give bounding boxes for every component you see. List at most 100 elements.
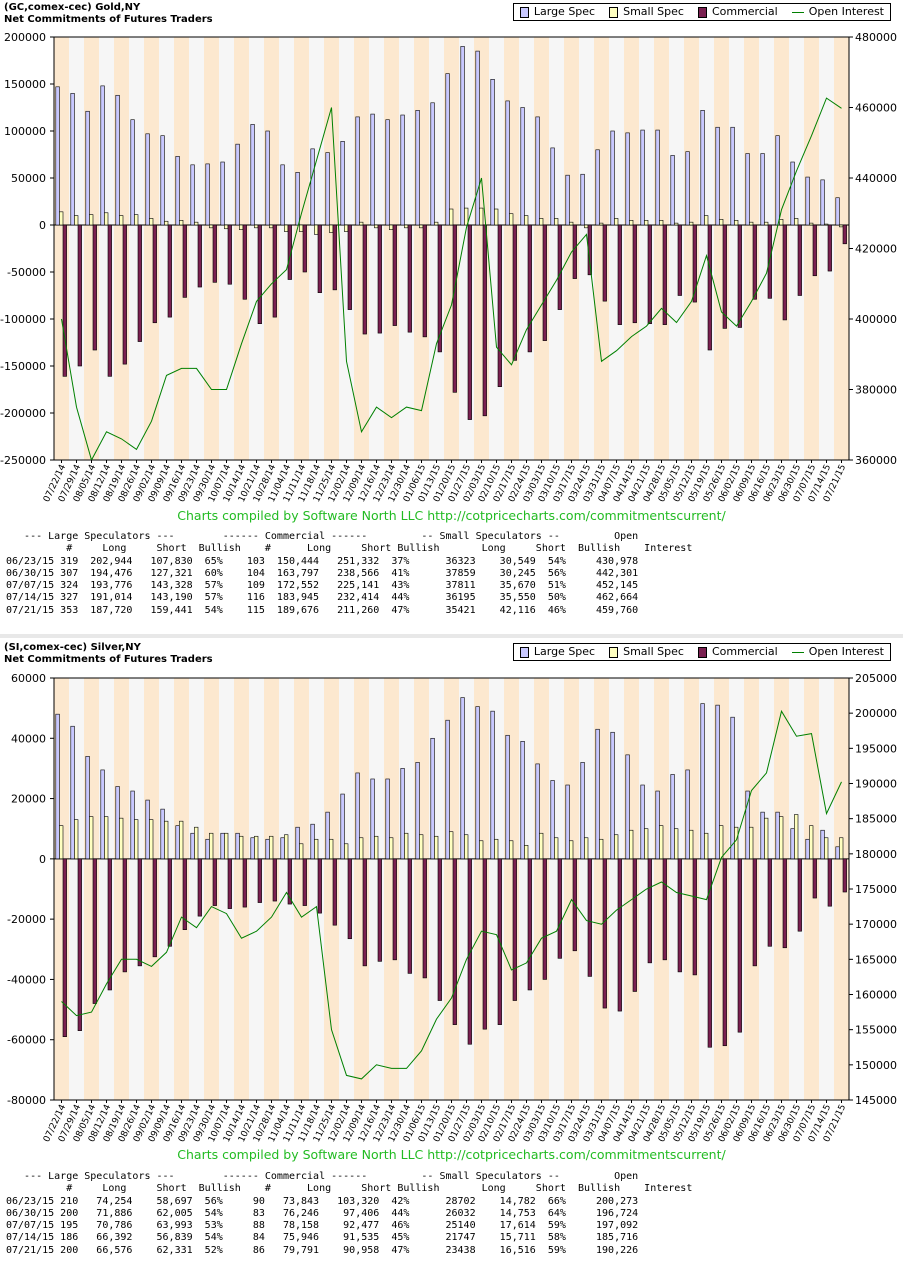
commercial-bar — [767, 858, 772, 947]
large-spec-bar — [115, 94, 120, 226]
commercial-bar — [812, 224, 817, 277]
small-spec-bar — [524, 215, 529, 226]
large-spec-bar — [655, 790, 660, 860]
commercial-bar — [257, 858, 262, 903]
small-spec-bar — [554, 837, 559, 860]
small-spec-bar — [674, 222, 679, 226]
small-spec-bar — [734, 826, 739, 860]
large-spec-bar — [265, 838, 270, 860]
large-spec-bar — [415, 110, 420, 226]
silver-table-row: 06/23/15 210 74,254 58,697 56% 90 73,843… — [6, 1195, 639, 1207]
commercial-bar — [827, 858, 832, 907]
small-spec-bar — [809, 222, 814, 226]
small-spec-bar — [389, 837, 394, 860]
week-band — [129, 678, 144, 1100]
small-spec-bar — [779, 219, 784, 226]
y-tick-label: 20000 — [11, 793, 46, 806]
gold-title-line2: Net Commitments of Futures Traders — [4, 14, 213, 25]
commercial-bar — [62, 224, 67, 377]
small-spec-bar — [224, 832, 229, 860]
small-spec-bar — [824, 223, 829, 226]
small-spec-bar — [119, 215, 124, 226]
y-tick-label: -20000 — [7, 913, 46, 926]
small-spec-swatch-icon — [609, 6, 619, 18]
y2-tick-label: 190000 — [855, 778, 897, 791]
gold-legend: Large Spec Small Spec Commercial Open In… — [512, 3, 891, 21]
large-spec-bar — [250, 837, 255, 860]
commercial-bar — [302, 858, 307, 906]
large-spec-bar — [205, 163, 210, 226]
small-spec-bar — [689, 221, 694, 226]
small-spec-bar — [494, 838, 499, 860]
small-spec-bar — [254, 835, 259, 860]
legend-small-spec-label: Small Spec — [623, 645, 684, 658]
commercial-bar — [362, 858, 367, 967]
small-spec-bar — [404, 832, 409, 860]
commercial-bar — [347, 224, 352, 310]
commercial-bar — [707, 858, 712, 1048]
small-spec-bar — [434, 221, 439, 226]
small-spec-bar — [269, 224, 274, 229]
small-spec-bar — [464, 834, 469, 860]
y-tick-label: -100000 — [0, 313, 46, 326]
small-spec-bar — [134, 819, 139, 860]
small-spec-bar — [314, 224, 319, 235]
legend-open-interest: Open Interest — [791, 645, 884, 659]
commercial-bar — [692, 224, 697, 303]
small-spec-bar — [149, 218, 154, 226]
commercial-bar — [257, 224, 262, 324]
large-spec-bar — [835, 197, 840, 226]
week-band — [819, 678, 834, 1100]
commercial-bar — [647, 858, 652, 964]
large-spec-bar — [835, 846, 840, 860]
small-spec-bar — [734, 220, 739, 226]
commercial-bar — [152, 858, 157, 958]
small-spec-bar — [704, 832, 709, 860]
week-band — [789, 37, 804, 460]
commercial-bar — [317, 858, 322, 914]
small-spec-bar — [344, 224, 349, 232]
large-spec-bar — [130, 119, 135, 226]
small-spec-bar — [179, 820, 184, 860]
week-band — [264, 678, 279, 1100]
small-spec-bar — [794, 814, 799, 860]
open-interest-line-icon — [791, 11, 804, 13]
panel-divider — [0, 634, 903, 638]
week-band — [804, 37, 819, 460]
silver-table-row: 07/14/15 186 66,392 56,839 54% 84 75,946… — [6, 1232, 639, 1244]
commercial-bar — [512, 858, 517, 1001]
commercial-bar — [752, 858, 757, 967]
commercial-bar — [332, 224, 337, 291]
y-tick-label: 0 — [39, 853, 46, 866]
week-band — [669, 37, 684, 460]
y2-tick-label: 175000 — [855, 883, 897, 896]
legend-large-spec-label: Large Spec — [533, 5, 596, 18]
large-spec-bar — [55, 86, 60, 226]
week-band — [564, 678, 579, 1100]
gold-table-row: 07/14/15 327 191,014 143,190 57% 116 183… — [6, 592, 639, 604]
small-spec-bar — [179, 220, 184, 226]
small-spec-bar — [569, 840, 574, 860]
y-tick-label: -40000 — [7, 973, 46, 986]
small-spec-bar — [194, 221, 199, 226]
y2-tick-label: 480000 — [855, 31, 897, 44]
large-spec-bar — [100, 769, 105, 860]
large-spec-bar — [640, 129, 645, 226]
large-spec-bar — [535, 763, 540, 860]
large-spec-swatch-icon — [519, 646, 529, 658]
y-tick-label: 0 — [39, 219, 46, 232]
large-spec-bar — [670, 774, 675, 860]
commercial-bar — [512, 224, 517, 361]
commercial-bar — [122, 858, 127, 973]
commercial-bar — [287, 858, 292, 905]
small-spec-bar — [449, 208, 454, 226]
week-band — [804, 678, 819, 1100]
large-spec-bar — [580, 173, 585, 226]
small-spec-bar — [104, 816, 109, 860]
small-spec-bar — [209, 224, 214, 229]
large-spec-bar — [715, 126, 720, 226]
small-spec-bar — [89, 816, 94, 860]
gold-credit: Charts compiled by Software North LLC ht… — [177, 508, 726, 523]
large-spec-bar — [565, 784, 570, 860]
commercial-bar — [392, 224, 397, 326]
